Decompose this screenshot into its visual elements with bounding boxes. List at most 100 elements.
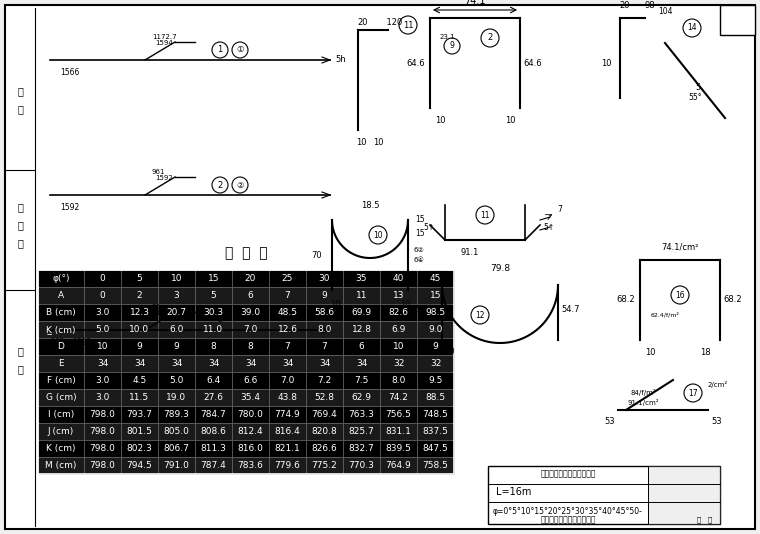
Text: 10: 10 — [435, 116, 445, 125]
Text: 748.5: 748.5 — [423, 410, 448, 419]
Bar — [417, 389, 454, 406]
Text: 6④: 6④ — [413, 257, 424, 263]
Text: 35.4: 35.4 — [240, 393, 261, 402]
Text: 7: 7 — [285, 342, 290, 351]
Text: 34: 34 — [282, 359, 293, 368]
Bar — [121, 355, 158, 372]
Text: 3.0: 3.0 — [95, 393, 109, 402]
Bar — [380, 389, 417, 406]
Bar — [158, 304, 195, 321]
Bar — [158, 287, 195, 304]
Text: 19.0: 19.0 — [166, 393, 186, 402]
Text: 25: 25 — [282, 274, 293, 283]
Text: 48.5: 48.5 — [277, 308, 297, 317]
Text: 91.1: 91.1 — [461, 248, 480, 257]
Text: K̲ (cm): K̲ (cm) — [46, 325, 76, 334]
Bar — [306, 406, 343, 423]
Text: 9: 9 — [432, 342, 439, 351]
Bar — [121, 440, 158, 457]
Text: L=16m: L=16m — [496, 487, 531, 497]
Bar — [343, 406, 380, 423]
Text: 34: 34 — [245, 359, 256, 368]
Text: 79.8: 79.8 — [490, 264, 510, 273]
Bar — [269, 457, 306, 474]
Text: 34: 34 — [97, 359, 108, 368]
Text: 10: 10 — [644, 348, 655, 357]
Text: J (cm): J (cm) — [48, 427, 74, 436]
Text: 808.6: 808.6 — [201, 427, 226, 436]
Bar — [195, 304, 232, 321]
Text: 30.3: 30.3 — [204, 308, 223, 317]
Bar — [232, 457, 269, 474]
Bar — [269, 372, 306, 389]
Text: 54.7: 54.7 — [416, 305, 434, 315]
Text: 10: 10 — [171, 274, 182, 283]
Bar — [84, 287, 121, 304]
Text: 20: 20 — [358, 18, 369, 27]
Text: 74.1: 74.1 — [464, 0, 486, 6]
Text: 34: 34 — [318, 359, 330, 368]
Text: 787.4: 787.4 — [201, 461, 226, 470]
Bar — [306, 355, 343, 372]
Text: K (cm): K (cm) — [46, 444, 76, 453]
Text: I (cm): I (cm) — [48, 410, 74, 419]
Bar — [417, 355, 454, 372]
Bar — [417, 321, 454, 338]
Text: 798.0: 798.0 — [90, 410, 116, 419]
Bar — [417, 457, 454, 474]
Bar — [121, 457, 158, 474]
Text: 12: 12 — [475, 310, 485, 319]
Bar — [306, 389, 343, 406]
Text: 6.9: 6.9 — [391, 325, 406, 334]
Text: 961: 961 — [152, 169, 166, 175]
Text: 6.6: 6.6 — [243, 376, 258, 385]
Text: 784.7: 784.7 — [201, 410, 226, 419]
Bar — [195, 440, 232, 457]
Bar — [232, 423, 269, 440]
Bar — [84, 355, 121, 372]
Bar — [158, 338, 195, 355]
Text: 17: 17 — [689, 389, 698, 397]
Text: 10: 10 — [356, 138, 366, 147]
Bar — [380, 321, 417, 338]
Bar — [84, 423, 121, 440]
Text: 15: 15 — [416, 229, 425, 238]
Bar — [195, 372, 232, 389]
Text: 53: 53 — [711, 417, 722, 426]
Text: 6.0: 6.0 — [169, 325, 184, 334]
Text: φ(°): φ(°) — [52, 274, 70, 283]
Text: 775.2: 775.2 — [312, 461, 337, 470]
Text: 120: 120 — [376, 18, 402, 27]
Text: 8.0: 8.0 — [318, 325, 331, 334]
Bar — [158, 440, 195, 457]
Text: D: D — [58, 342, 65, 351]
Text: B (cm): B (cm) — [46, 308, 76, 317]
Bar — [343, 372, 380, 389]
Text: 68.2: 68.2 — [616, 295, 635, 304]
Text: 5: 5 — [695, 83, 700, 92]
Bar — [232, 321, 269, 338]
Text: 43.8: 43.8 — [277, 393, 297, 402]
Text: 32: 32 — [430, 359, 442, 368]
Text: M (cm): M (cm) — [46, 461, 77, 470]
Text: 3.0: 3.0 — [95, 376, 109, 385]
Bar — [417, 406, 454, 423]
Text: 9: 9 — [137, 342, 142, 351]
Text: 10: 10 — [505, 116, 515, 125]
Text: 798.0: 798.0 — [90, 461, 116, 470]
Bar — [306, 372, 343, 389]
Bar — [121, 304, 158, 321]
Bar — [380, 304, 417, 321]
Text: 793.7: 793.7 — [127, 410, 153, 419]
Bar — [380, 406, 417, 423]
Text: 2: 2 — [487, 34, 492, 43]
Bar — [84, 389, 121, 406]
Text: 3.0: 3.0 — [95, 308, 109, 317]
Bar — [38, 457, 84, 474]
Bar — [38, 406, 84, 423]
Bar — [84, 440, 121, 457]
Text: 798.0: 798.0 — [90, 444, 116, 453]
Bar — [306, 423, 343, 440]
Bar — [38, 338, 84, 355]
Bar — [158, 372, 195, 389]
